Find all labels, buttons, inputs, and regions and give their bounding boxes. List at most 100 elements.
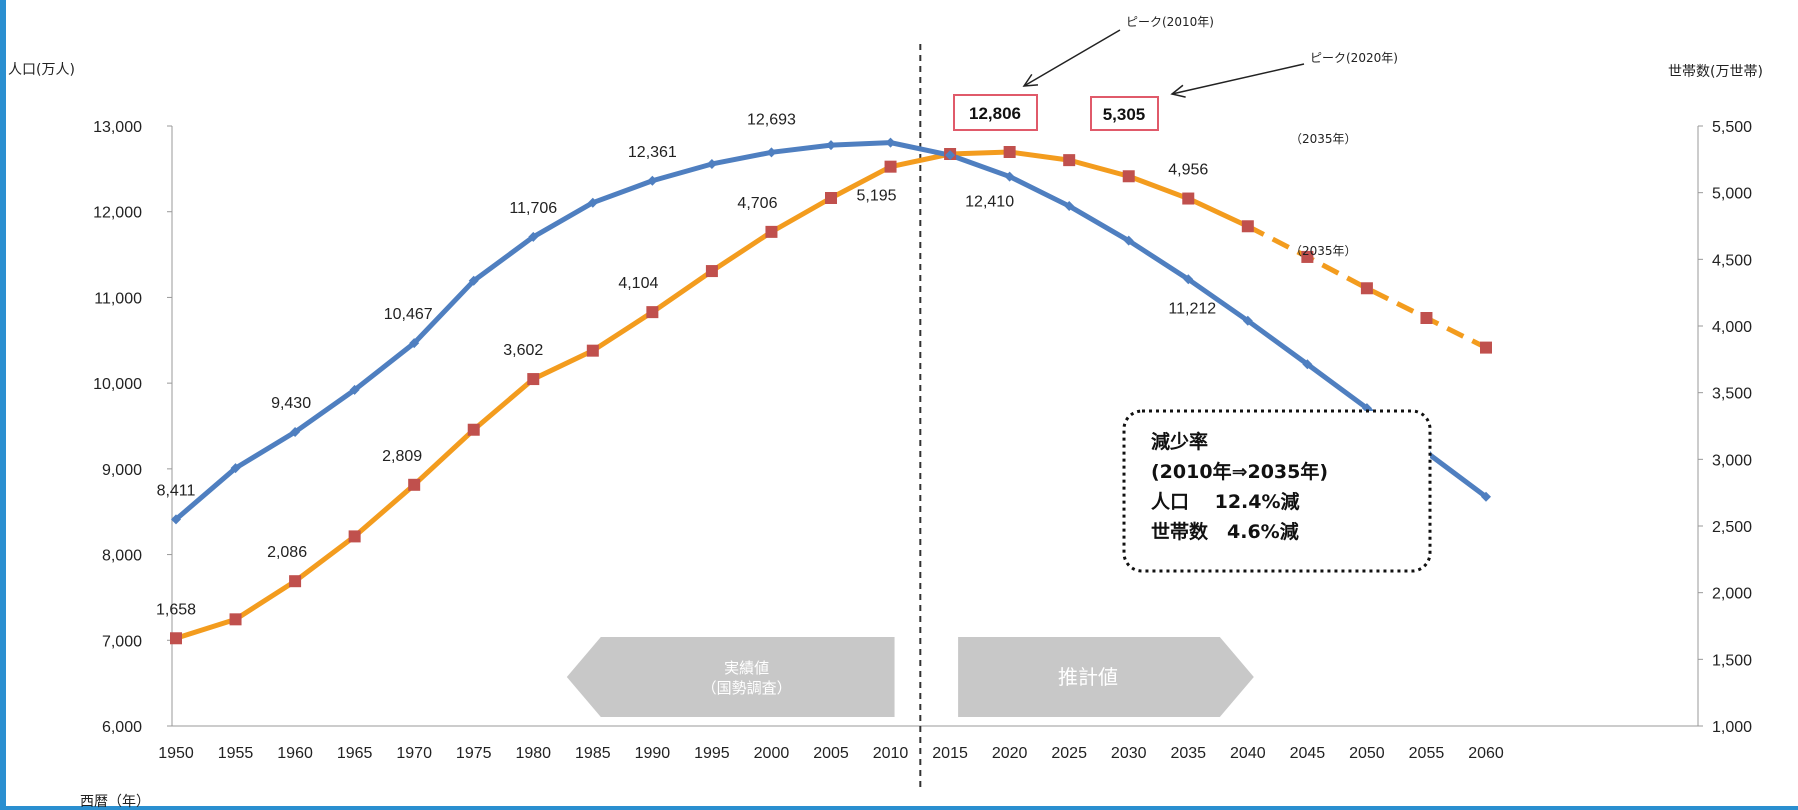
households-point <box>170 632 182 645</box>
x-tick-label: 2025 <box>1051 745 1087 762</box>
left-tick-label: 10,000 <box>93 376 142 393</box>
note-population: 人口 12.4%減 <box>1151 490 1300 513</box>
households-point <box>1003 146 1016 158</box>
households-data-label: 4,104 <box>618 275 658 292</box>
households-data-label: 5,195 <box>857 188 897 205</box>
households-point <box>1420 312 1433 324</box>
right-tick-label: 1,000 <box>1712 719 1752 736</box>
data-labels: 8,411 9,430 10,467 11,706 12,361 12,693 12,410… <box>156 111 1216 618</box>
households-point <box>1301 250 1314 263</box>
peak-households-value: 5,305 <box>1103 105 1146 124</box>
x-tick-label: 1965 <box>337 745 373 762</box>
population-point <box>706 158 717 169</box>
population-point <box>409 338 420 349</box>
note-households: 世帯数 4.6%減 <box>1151 520 1299 543</box>
x-axis-title: 西暦（年） <box>80 794 150 810</box>
households-data-label: 4,956 <box>1168 162 1208 179</box>
population-point <box>826 140 836 151</box>
note-title: 減少率 <box>1151 430 1208 453</box>
population-point <box>766 147 777 158</box>
peak-population-box <box>953 94 1038 131</box>
x-tick-label: 1955 <box>218 745 254 762</box>
x-tick-label: 2035 <box>1170 745 1206 762</box>
population-data-label: 11,212 <box>1168 300 1216 317</box>
x-tick-label: 2040 <box>1230 745 1266 762</box>
population-point <box>1123 235 1134 246</box>
households-point <box>765 225 778 238</box>
x-tick-label: 2015 <box>932 745 968 762</box>
x-tick-label: 1960 <box>277 745 313 762</box>
population-point <box>171 514 181 525</box>
series-markers <box>170 137 1492 645</box>
households-data-label: 2,086 <box>267 544 307 561</box>
left-tick-label: 9,000 <box>102 462 142 479</box>
peak-2020-arrow-head <box>1170 84 1186 98</box>
households-point <box>527 373 540 386</box>
population-point <box>1183 274 1194 285</box>
households-point <box>1063 154 1076 167</box>
households-point <box>1241 220 1254 233</box>
households-point <box>467 423 480 436</box>
population-point <box>1481 491 1491 502</box>
households-point <box>289 575 302 588</box>
estimate-banner-label: 推計値 <box>1058 665 1118 689</box>
bottom-accent-strip <box>0 806 1798 810</box>
households-point <box>825 192 837 204</box>
right-tick-label: 5,000 <box>1712 186 1752 203</box>
households-line-projected <box>1246 224 1488 350</box>
x-tick-label: 2010 <box>873 745 909 762</box>
x-tick-label: 2000 <box>754 745 790 762</box>
left-tick-label: 8,000 <box>102 548 142 565</box>
population-data-label: 8,411 <box>157 482 196 499</box>
right-axis-title: 世帯数(万世帯) <box>1668 64 1763 80</box>
population-point <box>885 137 896 148</box>
left-axis-title: 人口(万人) <box>8 62 75 78</box>
peak-2010-arrow <box>1023 29 1121 87</box>
period-banners: 実績値 （国勢調査） 推計値 <box>566 44 1254 792</box>
x-tick-label: 2030 <box>1111 745 1147 762</box>
population-point <box>290 427 301 437</box>
year-2035-households-label: （2035年） <box>1290 132 1357 146</box>
right-tick-label: 3,500 <box>1712 386 1752 403</box>
right-tick-label: 2,000 <box>1712 586 1752 603</box>
households-data-label: 2,809 <box>382 448 422 465</box>
x-tick-label: 1985 <box>575 745 611 762</box>
actual-banner-line2: （国勢調査） <box>702 679 792 697</box>
households-data-label: 1,658 <box>156 601 196 618</box>
left-accent-strip <box>0 0 6 810</box>
peak-2020-arrow <box>1171 63 1305 95</box>
x-tick-label: 2005 <box>813 745 849 762</box>
estimate-banner <box>958 637 1254 717</box>
population-point <box>1064 201 1075 212</box>
right-tick-label: 2,500 <box>1712 519 1752 536</box>
left-tick-label: 7,000 <box>102 633 142 650</box>
x-tick-label: 1980 <box>515 745 551 762</box>
right-tick-label: 3,000 <box>1712 452 1752 469</box>
note-period: (2010年⇒2035年) <box>1151 460 1328 483</box>
households-line-actual <box>175 149 1249 641</box>
population-data-label: 9,430 <box>271 395 311 412</box>
x-tick-label: 2045 <box>1290 745 1326 762</box>
peak-2010-arrow-head <box>1022 73 1039 87</box>
x-tick-label: 1995 <box>694 745 730 762</box>
households-point <box>705 265 718 278</box>
x-tick-label: 1990 <box>635 745 671 762</box>
x-tick-label: 1975 <box>456 745 492 762</box>
right-tick-label: 5,500 <box>1712 119 1752 136</box>
left-tick-label: 12,000 <box>93 205 142 222</box>
households-point <box>1360 282 1373 295</box>
axes: 6,000 7,000 8,000 9,000 10,000 11,000 12,000 13… <box>93 119 1752 762</box>
households-point <box>348 530 361 543</box>
right-tick-label: 4,500 <box>1712 252 1752 269</box>
population-point <box>1004 171 1015 182</box>
x-tick-label: 2020 <box>992 745 1028 762</box>
annotations <box>1022 29 1305 98</box>
peak-population-value: 12,806 <box>969 104 1021 123</box>
households-point <box>1182 192 1195 205</box>
left-tick-label: 6,000 <box>102 719 142 736</box>
population-data-label: 10,467 <box>384 306 433 323</box>
population-point <box>1302 359 1313 370</box>
population-point <box>1242 315 1253 326</box>
x-tick-label: 1970 <box>396 745 432 762</box>
